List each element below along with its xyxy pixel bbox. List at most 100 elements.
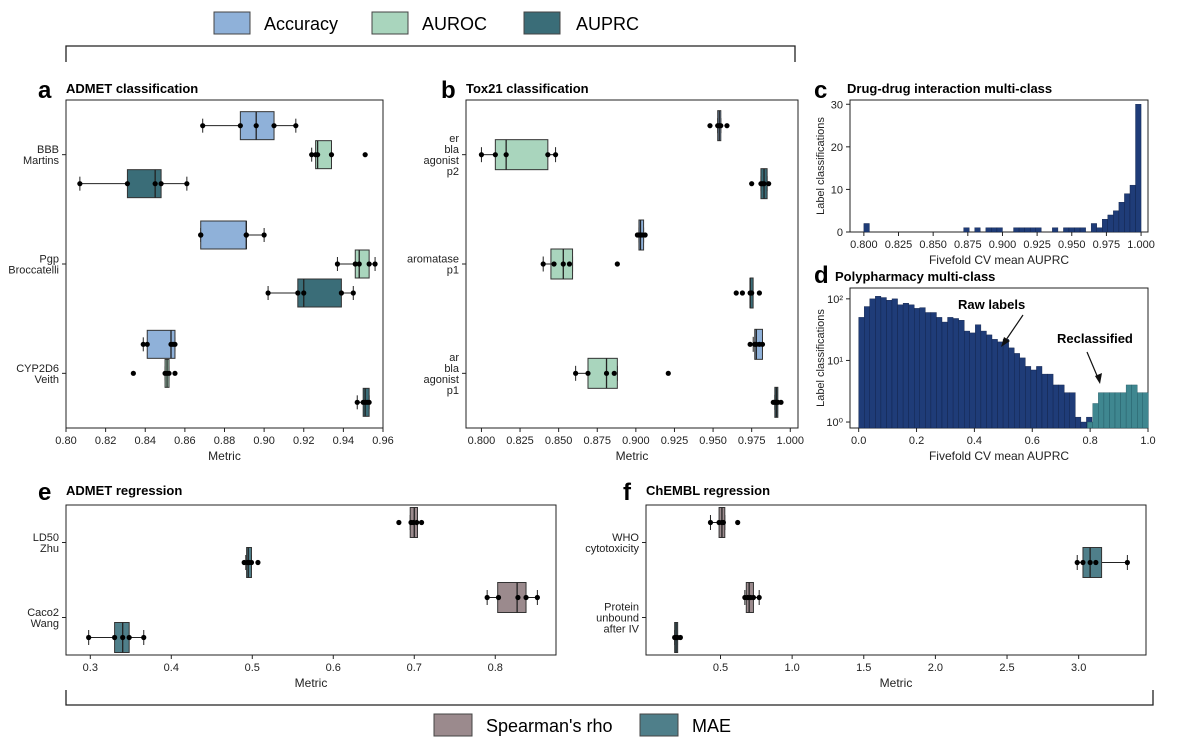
hist-bar-raw — [1025, 366, 1032, 429]
y-tick-label: cytotoxicity — [585, 543, 639, 555]
data-point — [200, 123, 206, 129]
data-point — [724, 123, 730, 129]
data-point — [573, 370, 579, 376]
hist-bar-raw — [1080, 421, 1087, 429]
data-point — [551, 261, 557, 267]
data-point — [523, 594, 529, 601]
y-tick-label: WHO — [612, 532, 639, 544]
x-tick-label: 0.6 — [1025, 435, 1040, 447]
hist-bar — [1135, 104, 1142, 233]
data-point — [566, 261, 573, 267]
x-tick-label: 1.0 — [1140, 435, 1155, 447]
hist-bar-raw — [991, 339, 998, 429]
hist-bar-raw — [919, 307, 926, 429]
x-tick-label: 0.950 — [699, 435, 727, 447]
x-tick-label: 0.925 — [661, 435, 689, 447]
hist-bar — [1035, 227, 1042, 233]
data-point — [271, 123, 277, 129]
hist-bar-raw — [891, 298, 898, 429]
y-tick-label: after IV — [604, 624, 640, 636]
data-point — [766, 181, 772, 187]
panel-f-letter: f — [623, 479, 632, 506]
hist-bar-raw — [941, 321, 948, 429]
data-point — [366, 399, 372, 405]
x-tick-label: 0.7 — [407, 662, 422, 674]
hist-bar-reclassified — [1131, 384, 1138, 429]
legend-label-auroc: AUROC — [422, 14, 487, 34]
legend-label-accuracy: Accuracy — [264, 14, 338, 34]
data-point — [749, 181, 755, 187]
x-tick-label: 0.975 — [1093, 239, 1121, 251]
hist-bar — [1013, 227, 1020, 233]
data-point — [354, 399, 360, 405]
data-point — [552, 152, 559, 158]
bracket-top — [65, 45, 796, 62]
data-point — [334, 261, 341, 267]
data-point — [366, 261, 372, 267]
y-tick-label: agonist — [424, 374, 459, 386]
annotation-reclassified: Reclassified — [1057, 331, 1133, 346]
x-tick-label: 0.92 — [293, 435, 314, 447]
hist-bar-raw — [1014, 353, 1020, 429]
x-tick-label: 1.000 — [777, 435, 805, 447]
data-point — [301, 290, 307, 296]
data-point — [720, 519, 726, 526]
x-tick-label: 0.88 — [214, 435, 235, 447]
x-tick-label: 1.000 — [1127, 239, 1155, 251]
x-tick-label: 1.5 — [856, 662, 871, 674]
data-point — [747, 341, 753, 347]
x-axis-label: Metric — [208, 449, 241, 463]
data-point — [315, 152, 321, 158]
legend-label-auprc: AUPRC — [576, 14, 639, 34]
data-point — [495, 594, 502, 601]
data-point — [255, 559, 261, 566]
hist-bar-raw — [875, 296, 882, 429]
x-tick-label: 3.0 — [1071, 662, 1086, 674]
x-axis-label: Fivefold CV mean AUPRC — [929, 253, 1069, 267]
panel-a-title: ADMET classification — [66, 81, 198, 96]
hist-bar — [863, 223, 870, 233]
x-tick-label: 0.86 — [174, 435, 195, 447]
data-point — [677, 634, 683, 641]
y-tick-label: p1 — [447, 265, 459, 277]
data-point — [293, 123, 299, 129]
x-tick-label: 0.800 — [850, 239, 878, 251]
data-point — [261, 232, 267, 238]
plot-c: 0 10 20 30 Label classifications 0.800 0.825 0.… — [815, 99, 1155, 267]
data-point — [1124, 559, 1130, 566]
hist-bar-raw — [1030, 369, 1037, 429]
legend-label-spearman: Spearman's rho — [486, 716, 613, 736]
hist-bar-reclassified — [1092, 403, 1099, 429]
y-tick-label: bla — [444, 144, 460, 156]
hist-bar-raw — [1058, 384, 1065, 429]
y-tick-label: LD50 — [33, 532, 59, 544]
x-tick-label: 0.825 — [506, 435, 534, 447]
data-point — [585, 370, 591, 376]
data-point — [172, 370, 178, 376]
hist-bar-reclassified — [1137, 392, 1143, 429]
data-point — [1093, 559, 1099, 566]
x-tick-label: 0.96 — [372, 435, 393, 447]
hist-bar-reclassified — [1114, 392, 1121, 429]
data-point — [184, 181, 190, 187]
y-tick-label: Wang — [31, 618, 59, 630]
data-point — [86, 634, 92, 641]
data-point — [515, 594, 521, 601]
data-point — [1080, 559, 1086, 566]
panel-e-letter: e — [38, 479, 51, 506]
annotation-raw-arrowhead — [1001, 337, 1010, 347]
data-point — [750, 594, 757, 601]
hist-bar — [1052, 227, 1059, 233]
hist-bar — [1096, 227, 1103, 233]
hist-bar — [974, 227, 981, 233]
x-tick-label: 0.3 — [83, 662, 98, 674]
legend-swatch-auprc — [523, 11, 561, 35]
hist-bar-raw — [1041, 373, 1048, 429]
data-point — [761, 181, 767, 187]
y-tick-label: 10 — [831, 184, 843, 196]
data-point — [198, 232, 204, 238]
hist-bar-raw — [869, 298, 876, 429]
hist-bar-reclassified — [1120, 392, 1127, 429]
y-tick-label: 30 — [831, 99, 843, 111]
